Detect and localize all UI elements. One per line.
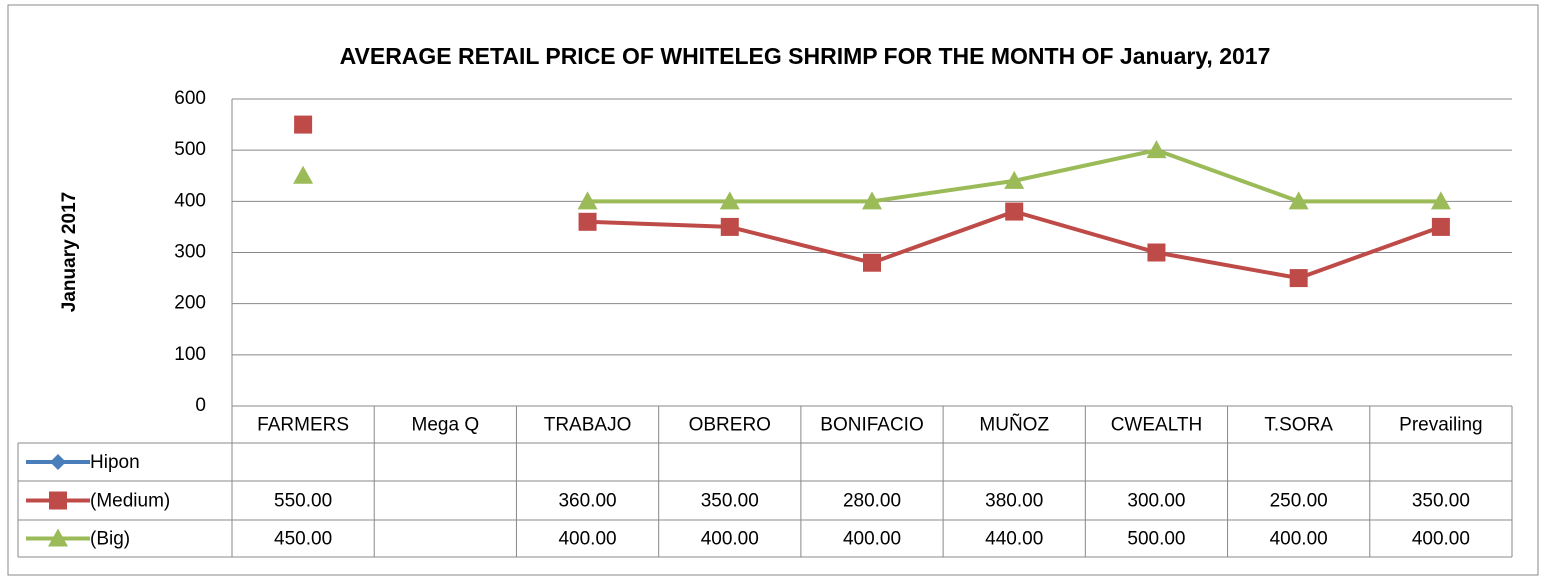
marker	[1146, 140, 1167, 159]
marker	[719, 191, 740, 210]
y-tick-label: 0	[195, 395, 206, 416]
table-value: 400.00	[1412, 529, 1470, 550]
table-value: 350.00	[1412, 491, 1470, 512]
marker	[50, 454, 66, 470]
marker	[862, 191, 882, 210]
y-tick-label: 500	[174, 139, 206, 160]
marker	[48, 528, 68, 547]
marker	[1005, 202, 1024, 221]
table-value: 250.00	[1270, 491, 1328, 512]
table-value: 360.00	[558, 491, 616, 512]
x-tick-label: Mega Q	[412, 415, 480, 436]
table-value: 350.00	[701, 491, 759, 512]
marker	[1431, 217, 1450, 236]
table-value: 500.00	[1127, 529, 1185, 550]
y-tick-label: 400	[174, 190, 206, 211]
marker	[577, 191, 598, 210]
table-value: 440.00	[985, 529, 1043, 550]
marker	[578, 212, 597, 231]
table-value: 400.00	[701, 529, 759, 550]
x-tick-label: FARMERS	[257, 415, 349, 436]
table-value: 450.00	[274, 529, 332, 550]
table-value: 300.00	[1127, 491, 1185, 512]
y-tick-label: 300	[174, 242, 206, 263]
legend-label: (Big)	[90, 529, 130, 550]
marker	[293, 165, 314, 184]
x-tick-label: OBRERO	[689, 415, 771, 436]
table-value: 550.00	[274, 491, 332, 512]
marker	[863, 253, 881, 272]
marker	[1004, 170, 1025, 189]
x-tick-label: Prevailing	[1399, 415, 1482, 436]
y-tick-label: 100	[174, 344, 206, 365]
x-tick-label: BONIFACIO	[820, 415, 923, 436]
table-value: 280.00	[843, 491, 901, 512]
y-tick-label: 200	[174, 293, 206, 314]
table-value: 380.00	[985, 491, 1043, 512]
table-value: 400.00	[558, 529, 616, 550]
chart-border	[7, 4, 1539, 576]
marker	[1288, 191, 1309, 210]
marker	[1147, 243, 1166, 262]
x-tick-label: T.SORA	[1264, 415, 1333, 436]
x-tick-label: TRABAJO	[544, 415, 632, 436]
table-value: 400.00	[1270, 529, 1328, 550]
legend-label: (Medium)	[90, 491, 170, 512]
table-value: 400.00	[843, 529, 901, 550]
y-axis-label: January 2017	[59, 192, 80, 312]
x-tick-label: MUÑOZ	[979, 414, 1049, 436]
chart-title: AVERAGE RETAIL PRICE OF WHITELEG SHRIMP …	[340, 43, 1271, 69]
x-tick-label: CWEALTH	[1111, 415, 1202, 436]
marker	[720, 217, 739, 236]
marker	[49, 491, 67, 510]
marker	[1289, 269, 1308, 288]
marker	[294, 115, 313, 134]
y-tick-label: 600	[174, 88, 206, 109]
marker	[1430, 191, 1451, 210]
legend-label: Hipon	[90, 452, 140, 473]
